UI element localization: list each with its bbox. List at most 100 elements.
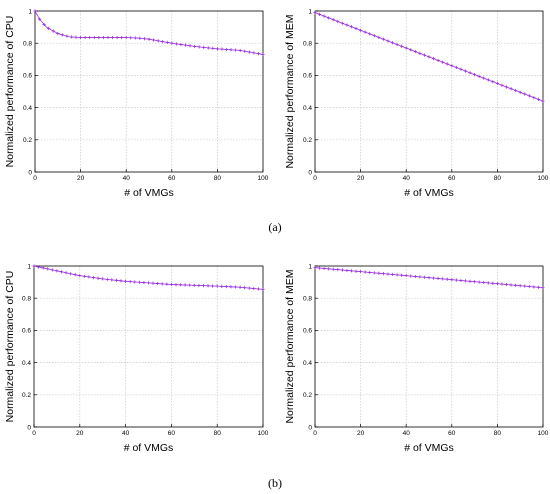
data-point — [247, 286, 251, 290]
data-point — [146, 281, 151, 285]
data-point — [73, 273, 77, 277]
y-tick-label: 0 — [28, 169, 32, 176]
x-tick-label: 100 — [258, 175, 269, 182]
y-tick-label: 0.4 — [23, 105, 32, 112]
data-point — [477, 74, 481, 78]
data-point — [436, 58, 440, 63]
data-point — [160, 282, 164, 286]
x-tick-label: 40 — [403, 430, 411, 437]
x-tick-label: 0 — [313, 175, 317, 182]
data-point — [201, 284, 206, 288]
data-point — [170, 41, 174, 45]
series-line — [33, 265, 264, 290]
data-point — [500, 282, 504, 286]
data-point — [142, 280, 146, 285]
data-point — [491, 80, 495, 84]
data-point — [441, 60, 445, 64]
data-point — [156, 39, 160, 43]
y-axis-label: Normalized performance of CPU — [4, 271, 16, 423]
data-point — [110, 278, 114, 282]
x-tick-label: 0 — [33, 175, 37, 182]
data-point — [349, 269, 354, 273]
y-axis-label: Normalized performance of CPU — [4, 16, 16, 168]
data-point — [142, 37, 147, 41]
y-tick-label: 0 — [308, 169, 312, 176]
x-tick-label: 100 — [538, 430, 549, 437]
y-axis-label: Normalized performance of MEM — [284, 14, 296, 168]
data-point — [161, 39, 165, 44]
data-point — [128, 280, 132, 284]
data-point — [183, 43, 188, 47]
data-point — [463, 279, 468, 283]
data-point — [345, 23, 349, 27]
data-point — [183, 283, 187, 287]
data-point — [390, 272, 395, 277]
data-point — [156, 281, 160, 286]
y-tick-label: 0.6 — [303, 73, 312, 80]
data-point — [101, 35, 105, 40]
data-point — [59, 270, 64, 274]
data-point — [518, 90, 522, 94]
data-point — [418, 275, 422, 279]
data-point — [491, 281, 495, 285]
data-point — [327, 16, 331, 20]
x-tick-label: 80 — [214, 430, 222, 437]
data-point — [91, 275, 96, 280]
x-tick-label: 80 — [494, 175, 502, 182]
data-point — [377, 35, 381, 40]
data-point — [372, 271, 376, 275]
data-point — [317, 266, 322, 270]
data-point — [454, 65, 458, 70]
data-point — [50, 268, 54, 272]
data-point — [238, 48, 242, 53]
data-point — [192, 283, 196, 287]
data-point — [233, 285, 238, 289]
x-tick-label: 40 — [122, 430, 130, 437]
data-point — [413, 274, 417, 279]
y-axis-label: Normalized performance of MEM — [284, 269, 296, 423]
chart-1: 0 20 40 60 80 100 0 0.2 0.4 0.6 0.8 1 # of VMGs Norma… — [4, 8, 269, 199]
data-point — [527, 94, 531, 98]
data-point — [129, 36, 133, 40]
data-point — [354, 269, 358, 273]
data-point — [215, 47, 219, 51]
data-point — [431, 57, 436, 61]
y-tick-label: 0.4 — [303, 360, 312, 367]
data-point — [331, 267, 335, 271]
data-point — [106, 35, 110, 40]
data-point — [468, 279, 472, 283]
plot-frame — [314, 10, 544, 173]
data-point — [147, 37, 151, 41]
data-point — [381, 37, 385, 41]
y-tick-label: 0.6 — [23, 73, 32, 80]
data-point — [79, 35, 83, 40]
data-point — [368, 32, 372, 36]
data-point — [509, 87, 513, 91]
data-point — [523, 92, 527, 96]
data-point — [386, 39, 390, 43]
data-point — [215, 284, 219, 288]
data-point — [69, 35, 74, 39]
data-point — [243, 286, 247, 290]
data-point — [400, 273, 404, 277]
data-point — [482, 76, 486, 80]
data-point — [486, 78, 490, 82]
data-point — [133, 280, 137, 284]
data-point — [97, 35, 101, 40]
data-point — [206, 46, 210, 50]
data-point — [532, 96, 536, 100]
data-point — [377, 271, 381, 275]
x-tick-label: 80 — [494, 430, 502, 437]
data-point — [473, 72, 477, 77]
data-point — [110, 35, 115, 40]
data-point — [220, 284, 224, 288]
data-point — [42, 22, 46, 27]
data-point — [151, 38, 156, 42]
data-point — [165, 282, 169, 286]
data-point — [188, 44, 192, 48]
data-point — [436, 276, 440, 281]
data-point — [115, 35, 119, 40]
data-point — [541, 286, 545, 290]
data-point — [193, 44, 197, 49]
